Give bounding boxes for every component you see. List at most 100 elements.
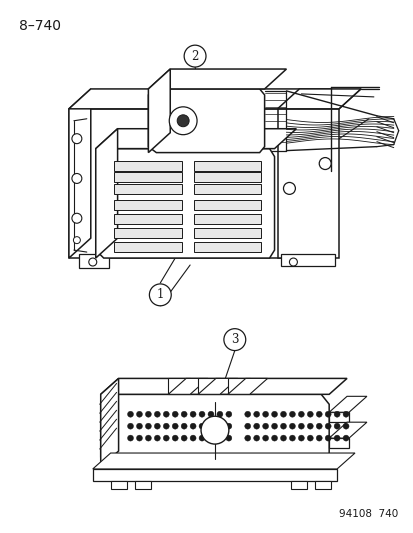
Circle shape <box>316 411 321 417</box>
Polygon shape <box>328 412 348 422</box>
Circle shape <box>333 435 339 441</box>
Polygon shape <box>194 228 260 238</box>
Circle shape <box>190 435 196 441</box>
Polygon shape <box>93 453 354 469</box>
Polygon shape <box>148 89 264 152</box>
Circle shape <box>306 435 313 441</box>
Polygon shape <box>291 481 306 489</box>
Polygon shape <box>93 469 336 481</box>
Polygon shape <box>78 254 108 268</box>
Circle shape <box>216 411 222 417</box>
Circle shape <box>225 411 231 417</box>
Circle shape <box>177 115 189 127</box>
Circle shape <box>262 423 268 429</box>
Circle shape <box>298 411 304 417</box>
Circle shape <box>207 411 214 417</box>
Polygon shape <box>135 481 151 489</box>
Circle shape <box>271 411 277 417</box>
Circle shape <box>325 411 330 417</box>
Polygon shape <box>281 254 335 266</box>
Circle shape <box>72 173 82 183</box>
Polygon shape <box>168 378 190 394</box>
Circle shape <box>283 182 295 195</box>
Polygon shape <box>194 200 260 211</box>
Circle shape <box>225 435 231 441</box>
Circle shape <box>207 435 214 441</box>
Circle shape <box>318 158 330 169</box>
Circle shape <box>163 411 169 417</box>
Polygon shape <box>328 438 348 448</box>
Circle shape <box>172 423 178 429</box>
Polygon shape <box>227 378 249 394</box>
Circle shape <box>216 435 222 441</box>
Circle shape <box>342 411 348 417</box>
Circle shape <box>163 435 169 441</box>
Polygon shape <box>95 149 274 258</box>
Polygon shape <box>197 378 237 394</box>
Circle shape <box>154 423 160 429</box>
Circle shape <box>316 435 321 441</box>
Circle shape <box>316 423 321 429</box>
Polygon shape <box>100 378 346 394</box>
Polygon shape <box>168 378 207 394</box>
Circle shape <box>136 411 142 417</box>
Polygon shape <box>197 378 219 394</box>
Circle shape <box>271 423 277 429</box>
Circle shape <box>289 423 295 429</box>
Circle shape <box>154 435 160 441</box>
Circle shape <box>244 435 250 441</box>
Circle shape <box>163 423 169 429</box>
Circle shape <box>172 435 178 441</box>
Polygon shape <box>194 214 260 224</box>
Circle shape <box>207 423 214 429</box>
Polygon shape <box>113 184 182 195</box>
Circle shape <box>136 423 142 429</box>
Circle shape <box>181 411 187 417</box>
Circle shape <box>262 411 268 417</box>
Circle shape <box>72 134 82 144</box>
Circle shape <box>127 435 133 441</box>
Circle shape <box>199 411 204 417</box>
Polygon shape <box>113 200 182 211</box>
Polygon shape <box>315 481 330 489</box>
Circle shape <box>145 411 151 417</box>
Polygon shape <box>113 242 182 252</box>
Circle shape <box>216 423 222 429</box>
Circle shape <box>280 435 286 441</box>
Circle shape <box>172 411 178 417</box>
Circle shape <box>154 411 160 417</box>
Polygon shape <box>100 378 118 467</box>
Circle shape <box>253 411 259 417</box>
Circle shape <box>72 213 82 223</box>
Circle shape <box>184 45 206 67</box>
Circle shape <box>190 411 196 417</box>
Circle shape <box>253 423 259 429</box>
Polygon shape <box>110 481 126 489</box>
Circle shape <box>190 423 196 429</box>
Polygon shape <box>113 214 182 224</box>
Circle shape <box>298 435 304 441</box>
Polygon shape <box>328 422 366 438</box>
Circle shape <box>253 435 259 441</box>
Polygon shape <box>227 378 267 394</box>
Circle shape <box>271 435 277 441</box>
Circle shape <box>289 258 297 266</box>
Polygon shape <box>113 228 182 238</box>
Polygon shape <box>194 242 260 252</box>
Circle shape <box>325 435 330 441</box>
Polygon shape <box>328 397 366 412</box>
Circle shape <box>145 423 151 429</box>
Circle shape <box>136 435 142 441</box>
Circle shape <box>201 416 228 444</box>
Polygon shape <box>95 129 296 149</box>
Polygon shape <box>95 129 117 258</box>
Polygon shape <box>148 69 286 89</box>
Circle shape <box>306 423 313 429</box>
Circle shape <box>181 423 187 429</box>
Circle shape <box>199 435 204 441</box>
Circle shape <box>149 284 171 306</box>
Text: 1: 1 <box>156 288 164 301</box>
Circle shape <box>333 411 339 417</box>
Circle shape <box>169 107 197 135</box>
Circle shape <box>181 435 187 441</box>
